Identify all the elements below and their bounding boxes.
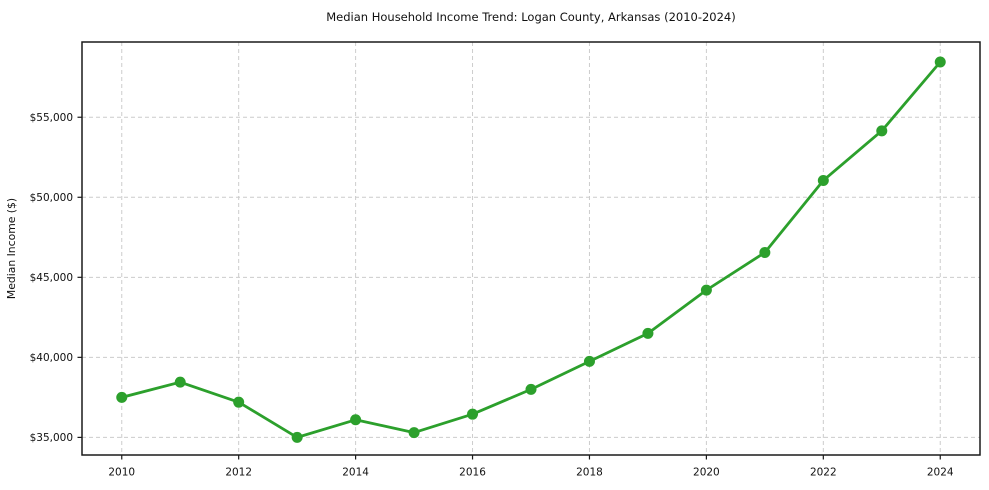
data-point-2011 [174,376,186,388]
data-point-2016 [467,408,479,420]
x-tick-label: 2016 [459,467,486,479]
y-tick-label: $35,000 [30,432,73,444]
chart-title: Median Household Income Trend: Logan Cou… [326,10,736,24]
x-tick-label: 2024 [927,467,954,479]
data-point-2024 [934,56,946,68]
x-tick-label: 2020 [693,467,720,479]
plot-border [81,41,981,456]
data-point-2013 [291,431,303,443]
x-tick-label: 2010 [108,467,135,479]
y-tick-label: $55,000 [30,112,73,124]
x-tick-label: 2022 [810,467,837,479]
y-axis-label: Median Income ($) [5,198,18,299]
data-point-2021 [759,247,771,259]
data-point-2023 [876,125,888,137]
y-tick-label: $50,000 [30,192,73,204]
x-tick-label: 2014 [342,467,369,479]
income-trend-line [120,60,942,439]
data-point-2022 [817,174,829,186]
data-point-2019 [642,327,654,339]
y-tick-label: $45,000 [30,272,73,284]
x-tick-label: 2012 [225,467,252,479]
y-tick-label: $40,000 [30,352,73,364]
data-point-2010 [116,391,128,403]
data-point-2018 [583,355,595,367]
data-point-2014 [350,414,362,426]
data-point-2017 [525,383,537,395]
data-point-2015 [408,427,420,439]
x-tick-label: 2018 [576,467,603,479]
plot-area: $35,000 $40,000 $45,000 $50,000 $55,000 2010 2… [30,41,981,479]
data-point-2020 [700,284,712,296]
data-point-2012 [233,396,245,408]
